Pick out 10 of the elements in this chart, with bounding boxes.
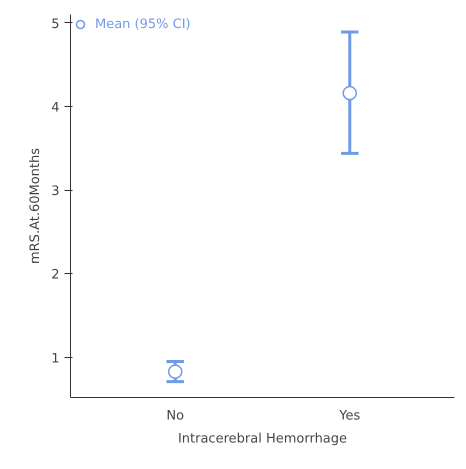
x-axis-title: Intracerebral Hemorrhage xyxy=(178,432,348,446)
x-tick-label: Yes xyxy=(338,408,360,424)
y-tick-label: 3 xyxy=(51,184,60,200)
legend-label: Mean (95% CI) xyxy=(95,16,191,32)
x-tick-label: No xyxy=(166,408,184,424)
y-tick-label: 5 xyxy=(51,16,60,32)
y-tick-label: 1 xyxy=(51,351,60,366)
y-tick-label: 4 xyxy=(51,100,60,116)
y-tick-label: 2 xyxy=(51,268,60,283)
y-axis-title: mRS.At.60Months xyxy=(28,148,44,264)
